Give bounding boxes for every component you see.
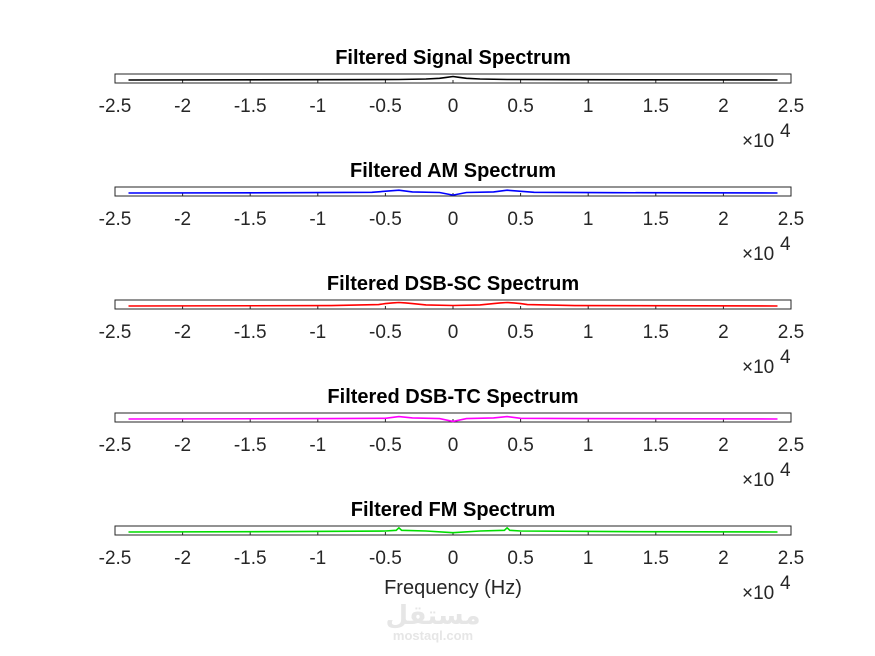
watermark-site-text: mostaql.com [393,628,473,643]
x-tick-label: -1 [309,435,326,456]
subplot-title: Filtered DSB-TC Spectrum [327,386,578,408]
x-tick-label: 2 [718,435,729,456]
x-exponent-label: ×10 [742,583,774,604]
x-tick-label: 2.5 [778,548,804,569]
x-tick-label: 1.5 [643,209,669,230]
x-tick-label: -2 [174,548,191,569]
x-tick-label: 0.5 [507,96,533,117]
subplot-1: Filtered Signal Spectrum -2.5 -2 -1.5 -1 -0.5… [99,47,805,152]
subplot-3: Filtered DSB-SC Spectrum -2.5 -2 -1.5 -1 -0.5… [99,273,805,378]
subplot-title: Filtered Signal Spectrum [335,47,571,69]
x-exponent-power: 4 [780,121,791,142]
x-tick-label: -2 [174,435,191,456]
watermark-logo-text: مستقل [385,600,480,630]
x-tick-label: 2.5 [778,209,804,230]
x-tick-label: 1.5 [643,322,669,343]
subplot-5: Filtered FM Spectrum -2.5 -2 -1.5 -1 -0.5 0 0.5… [99,499,805,604]
subplots: Filtered Signal Spectrum -2.5 -2 -1.5 -1 -0.5… [99,47,805,604]
watermark-logo: مستقل mostaql.com [385,600,480,643]
x-tick-label: 2 [718,209,729,230]
x-tick-label: 0 [448,435,459,456]
x-tick-label: -0.5 [369,548,402,569]
x-exponent-power: 4 [780,573,791,594]
x-tick-label: 0.5 [507,435,533,456]
spectrum-line [128,75,778,81]
x-tick-label: 1.5 [643,96,669,117]
x-tick-label: 1 [583,548,594,569]
x-tick-label: -1.5 [234,209,267,230]
x-tick-label: -2 [174,96,191,117]
x-tick-label: -2.5 [99,548,132,569]
subplot-title: Filtered DSB-SC Spectrum [327,273,579,295]
x-tick-label: 2.5 [778,435,804,456]
x-axis-label: Frequency (Hz) [384,577,522,599]
x-tick-label: -1.5 [234,96,267,117]
x-tick-label: 0 [448,96,459,117]
x-tick-label: 0 [448,548,459,569]
x-tick-label: -0.5 [369,209,402,230]
x-tick-label: -0.5 [369,322,402,343]
subplot-title: Filtered AM Spectrum [350,160,556,182]
spectrum-line [128,415,778,423]
x-tick-label: -1 [309,548,326,569]
x-exponent-label: ×10 [742,244,774,265]
x-tick-label: -2.5 [99,322,132,343]
x-tick-label: -1 [309,322,326,343]
x-tick-label: 0 [448,322,459,343]
x-exponent-power: 4 [780,460,791,481]
x-tick-label: -1.5 [234,548,267,569]
x-exponent-label: ×10 [742,470,774,491]
x-tick-label: -1.5 [234,322,267,343]
x-tick-label: 0.5 [507,322,533,343]
x-exponent-label: ×10 [742,357,774,378]
x-tick-label: -2 [174,209,191,230]
x-exponent-label: ×10 [742,131,774,152]
x-tick-label: -2 [174,322,191,343]
spectrum-line [128,526,778,534]
x-tick-label: -1.5 [234,435,267,456]
spectrum-line [128,301,778,307]
x-tick-label: 0.5 [507,209,533,230]
x-tick-label: -2.5 [99,96,132,117]
subplot-4: Filtered DSB-TC Spectrum -2.5 -2 -1.5 -1 -0.5… [99,386,805,491]
x-tick-label: 1 [583,322,594,343]
x-exponent-power: 4 [780,234,791,255]
subplot-title: Filtered FM Spectrum [351,499,555,521]
x-tick-label: 1.5 [643,548,669,569]
x-tick-label: -1 [309,209,326,230]
x-tick-label: 2.5 [778,96,804,117]
x-tick-label: -0.5 [369,96,402,117]
x-tick-label: 2 [718,322,729,343]
x-tick-label: 1 [583,209,594,230]
x-tick-label: 0 [448,209,459,230]
x-exponent-power: 4 [780,347,791,368]
x-tick-label: 2 [718,96,729,117]
x-tick-label: 2 [718,548,729,569]
x-tick-label: 1 [583,96,594,117]
x-tick-label: 1 [583,435,594,456]
x-tick-label: 0.5 [507,548,533,569]
x-tick-label: 1.5 [643,435,669,456]
spectrum-line [128,189,778,196]
x-tick-label: -2.5 [99,209,132,230]
x-tick-label: 2.5 [778,322,804,343]
x-tick-label: -0.5 [369,435,402,456]
x-tick-label: -1 [309,96,326,117]
subplot-2: Filtered AM Spectrum -2.5 -2 -1.5 -1 -0.5 0 0.5… [99,160,805,265]
x-tick-label: -2.5 [99,435,132,456]
